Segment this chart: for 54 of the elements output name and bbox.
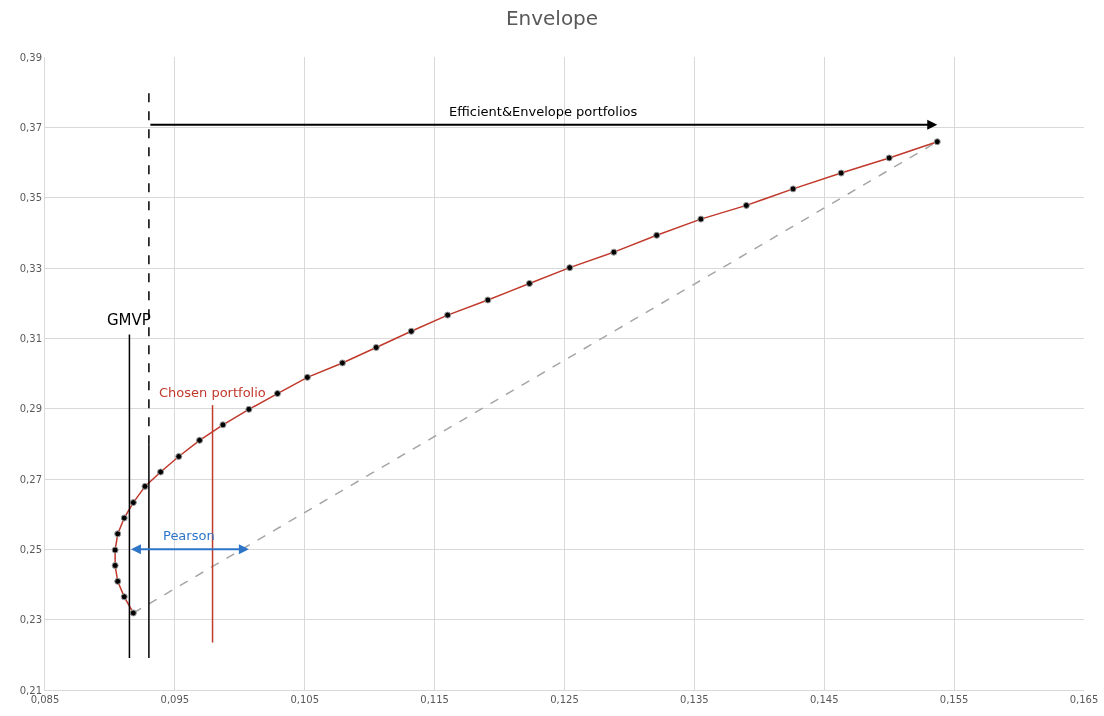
point: [196, 436, 204, 444]
point: [653, 231, 661, 239]
x-tick-label: 0,145: [809, 694, 839, 705]
point: [372, 343, 380, 351]
y-tick-label: 0,25: [19, 543, 42, 555]
point: [697, 215, 705, 223]
y-tick-label: 0,31: [19, 332, 42, 344]
point: [742, 201, 750, 209]
y-tick-label: 0,27: [19, 473, 42, 485]
point: [273, 390, 281, 398]
x-tick-label: 0,105: [290, 694, 320, 705]
x-tick-label: 0,095: [160, 694, 190, 705]
y-tick-label: 0,21: [19, 684, 42, 696]
point: [789, 185, 797, 193]
y-tick-label: 0,29: [19, 403, 42, 415]
point: [219, 421, 227, 429]
series-label: GMVP: [107, 311, 151, 329]
point: [111, 546, 119, 554]
y-tick-label: 0,33: [19, 262, 42, 274]
point: [885, 154, 893, 162]
point: [129, 499, 137, 507]
point: [338, 359, 346, 367]
x-tick-label: 0,115: [420, 694, 449, 705]
x-tick-label: 0,155: [939, 694, 969, 705]
point: [120, 514, 128, 522]
point: [407, 327, 415, 335]
point: [141, 482, 149, 490]
point: [157, 468, 165, 476]
point: [245, 405, 253, 413]
x-tick-label: 0,085: [30, 694, 60, 705]
point: [566, 264, 574, 272]
point: [837, 169, 845, 177]
point: [525, 279, 533, 287]
y-tick-label: 0,35: [19, 192, 42, 204]
y-tick-label: 0,39: [19, 51, 42, 63]
point: [114, 530, 122, 538]
point: [933, 138, 941, 146]
point: [610, 248, 618, 256]
series-label: Chosen portfolio: [159, 385, 266, 400]
chart-title: Envelope: [505, 5, 599, 30]
y-tick-label: 0,23: [19, 614, 42, 626]
x-tick-label: 0,135: [680, 694, 709, 705]
point: [484, 296, 492, 304]
point: [114, 577, 122, 585]
point: [120, 593, 128, 601]
x-tick-label: 0,125: [550, 694, 579, 705]
point: [175, 452, 183, 460]
point: [444, 311, 452, 319]
point: [111, 562, 119, 570]
annotation: Efficient&Envelope portfolios: [449, 104, 638, 119]
x-tick-label: 0,165: [1069, 694, 1099, 705]
point: [303, 373, 311, 381]
y-tick-label: 0,37: [19, 121, 42, 133]
point: [129, 609, 137, 617]
